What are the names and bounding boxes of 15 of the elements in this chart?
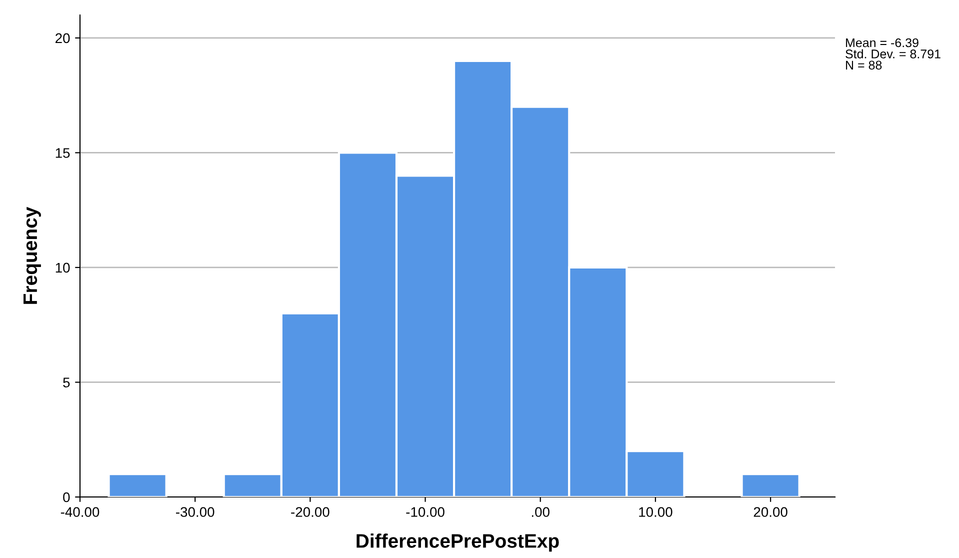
y-tick-label: 0 bbox=[63, 492, 70, 502]
x-tick-label: -30.00 bbox=[176, 507, 214, 517]
x-tick-label: -20.00 bbox=[291, 507, 330, 517]
x-tick-label: .00 bbox=[532, 507, 550, 517]
y-tick-label: 15 bbox=[56, 148, 70, 158]
y-tick-label: 5 bbox=[63, 378, 70, 388]
y-tick-label: 10 bbox=[56, 262, 70, 273]
x-axis-title: DifferencePrePostExp bbox=[356, 534, 559, 552]
x-tick-label: -40.00 bbox=[60, 507, 100, 517]
text: Mean = -6.39 Std. Dev. = 8.791 N = 88 bbox=[846, 38, 940, 70]
y-axis-title: Frequency bbox=[24, 206, 41, 304]
y-tick-label: 20 bbox=[56, 33, 70, 44]
x-tick-label: -10.00 bbox=[406, 507, 444, 517]
x-tick-label: 10.00 bbox=[639, 507, 672, 517]
x-tick-label: 20.00 bbox=[754, 507, 788, 517]
